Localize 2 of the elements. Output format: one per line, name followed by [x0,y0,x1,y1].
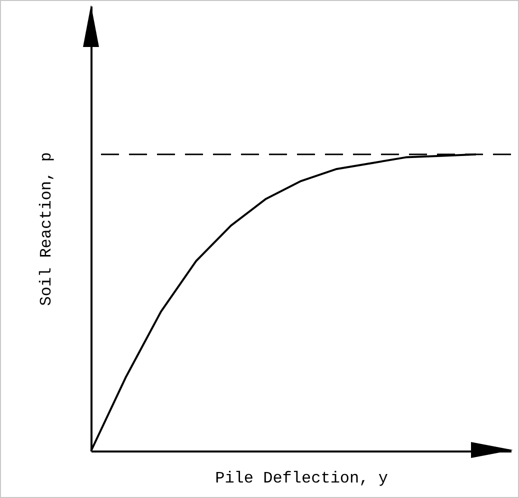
x-axis-title: Pile Deflection, y [215,470,388,488]
y-axis-title: Soil Reaction, p [38,152,56,306]
